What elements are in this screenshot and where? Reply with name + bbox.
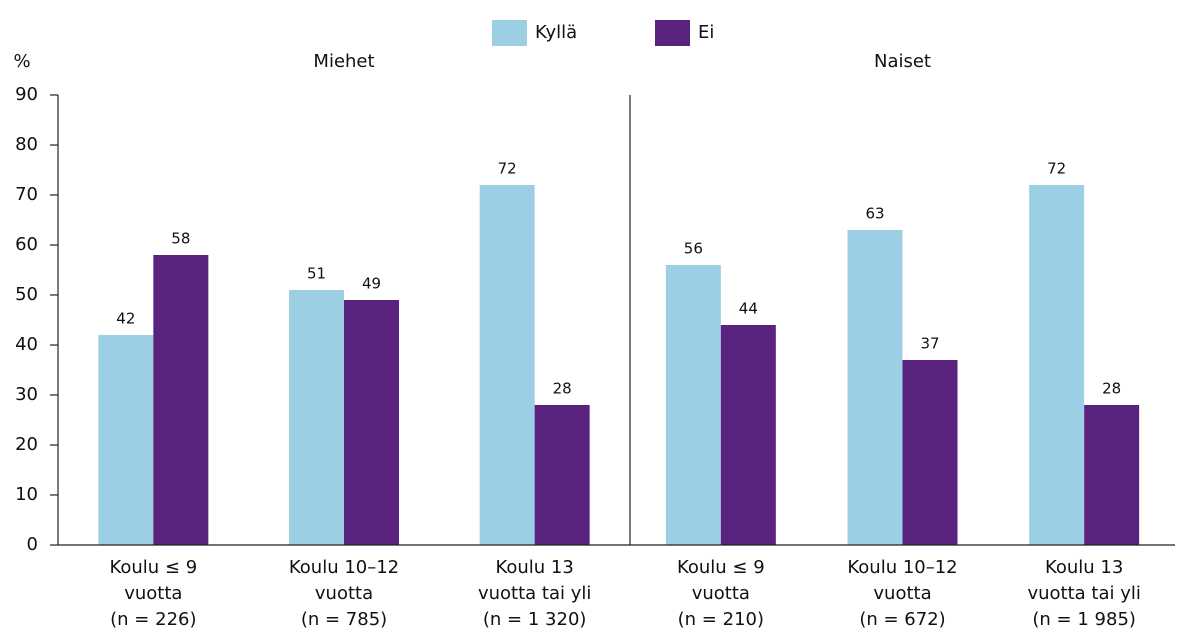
value-label: 63 xyxy=(865,205,884,223)
bar xyxy=(479,185,535,545)
bar xyxy=(720,325,776,545)
value-label: 28 xyxy=(1102,380,1121,398)
bar xyxy=(847,230,903,545)
y-tick-label: 70 xyxy=(15,184,38,205)
x-tick-label: vuotta xyxy=(124,583,182,604)
value-label: 49 xyxy=(362,275,381,293)
legend-swatch xyxy=(492,20,527,46)
bar xyxy=(98,335,154,545)
x-tick-label: Koulu 13 xyxy=(495,557,573,578)
x-tick-label: Koulu ≤ 9 xyxy=(109,557,197,578)
y-tick-label: 0 xyxy=(27,534,38,555)
x-tick-label: (n = 785) xyxy=(301,609,387,630)
bar xyxy=(665,265,721,545)
value-label: 28 xyxy=(553,380,572,398)
value-label: 58 xyxy=(171,230,190,248)
x-tick-label: Koulu 13 xyxy=(1045,557,1123,578)
value-label: 44 xyxy=(739,300,758,318)
x-tick-label: (n = 226) xyxy=(110,609,196,630)
value-label: 42 xyxy=(116,310,135,328)
x-tick-label: Koulu ≤ 9 xyxy=(677,557,765,578)
bar xyxy=(153,255,209,545)
panel-title: Naiset xyxy=(874,51,931,72)
bar xyxy=(534,405,590,545)
value-label: 56 xyxy=(684,240,703,258)
value-label: 37 xyxy=(920,335,939,353)
x-tick-label: (n = 1 985) xyxy=(1032,609,1136,630)
y-tick-label: 10 xyxy=(15,484,38,505)
x-tick-label: (n = 672) xyxy=(859,609,945,630)
y-tick-label: 90 xyxy=(15,84,38,105)
x-tick-label: vuotta xyxy=(692,583,750,604)
bar xyxy=(902,360,958,545)
value-label: 51 xyxy=(307,265,326,283)
x-tick-label: vuotta tai yli xyxy=(1027,583,1140,604)
x-tick-label: vuotta xyxy=(873,583,931,604)
value-label: 72 xyxy=(498,160,517,178)
bar xyxy=(344,300,399,545)
y-tick-label: 30 xyxy=(15,384,38,405)
y-tick-label: 50 xyxy=(15,284,38,305)
x-tick-label: (n = 1 320) xyxy=(483,609,587,630)
value-label: 72 xyxy=(1047,160,1066,178)
bar xyxy=(1029,185,1085,545)
x-tick-label: Koulu 10–12 xyxy=(289,557,399,578)
legend-swatch xyxy=(655,20,690,46)
y-axis-label: % xyxy=(13,51,30,72)
x-tick-label: vuotta xyxy=(315,583,373,604)
x-tick-label: Koulu 10–12 xyxy=(847,557,957,578)
y-tick-label: 80 xyxy=(15,134,38,155)
bar xyxy=(1084,405,1140,545)
y-tick-label: 60 xyxy=(15,234,38,255)
y-tick-label: 20 xyxy=(15,434,38,455)
legend-label: Kyllä xyxy=(535,22,577,43)
y-tick-label: 40 xyxy=(15,334,38,355)
bar xyxy=(289,290,344,545)
x-tick-label: vuotta tai yli xyxy=(478,583,591,604)
x-tick-label: (n = 210) xyxy=(678,609,764,630)
panel-title: Miehet xyxy=(313,51,374,72)
legend-label: Ei xyxy=(698,22,714,43)
